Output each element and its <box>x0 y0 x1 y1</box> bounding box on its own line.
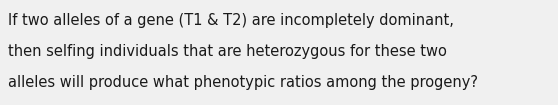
Text: alleles will produce what phenotypic ratios among the progeny?: alleles will produce what phenotypic rat… <box>8 75 478 90</box>
Text: If two alleles of a gene (T1 & T2) are incompletely dominant,: If two alleles of a gene (T1 & T2) are i… <box>8 13 454 28</box>
Text: then selfing individuals that are heterozygous for these two: then selfing individuals that are hetero… <box>8 44 448 59</box>
